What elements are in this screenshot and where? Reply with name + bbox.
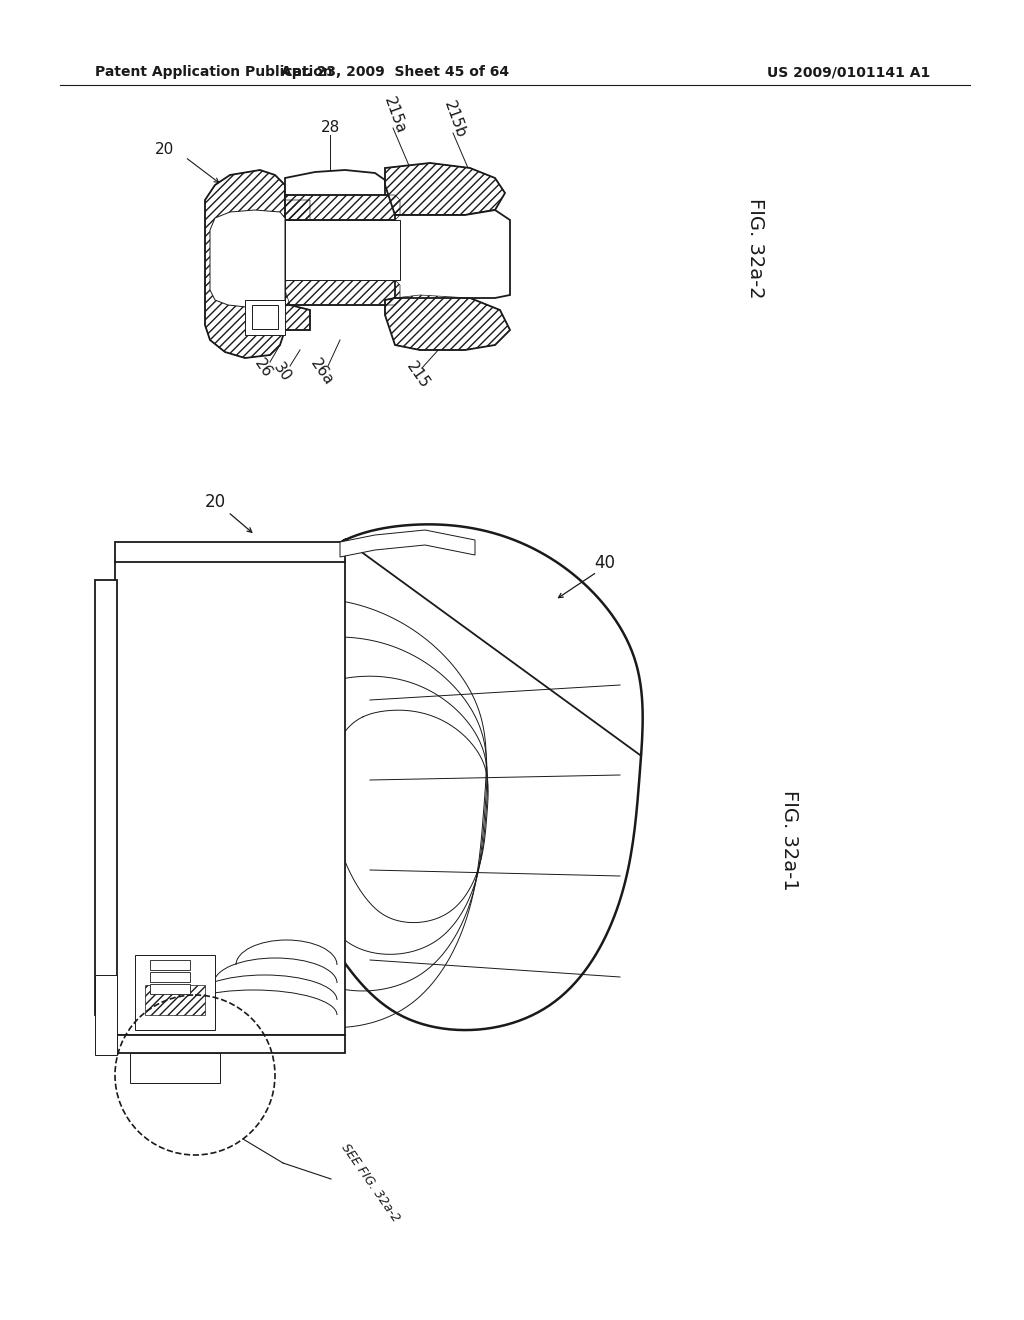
Polygon shape [395, 210, 510, 298]
Text: SEE FIG. 32a-2: SEE FIG. 32a-2 [339, 1142, 402, 1225]
Bar [115, 1035, 345, 1053]
Bar [285, 220, 400, 280]
Polygon shape [285, 195, 400, 220]
Bar [135, 954, 215, 1030]
Text: 28: 28 [321, 120, 340, 136]
Polygon shape [245, 300, 285, 335]
Text: Patent Application Publication: Patent Application Publication [95, 65, 333, 79]
Text: 30: 30 [270, 360, 294, 384]
Text: FIG. 32a-1: FIG. 32a-1 [780, 789, 800, 890]
Polygon shape [285, 280, 400, 305]
Bar [150, 960, 190, 970]
Polygon shape [205, 170, 310, 358]
Bar [115, 560, 345, 1035]
Text: 20: 20 [205, 492, 225, 511]
Text: 20: 20 [156, 143, 175, 157]
Bar [252, 305, 278, 329]
Polygon shape [340, 531, 475, 557]
Text: 215a: 215a [381, 95, 409, 136]
Text: 26: 26 [251, 356, 274, 380]
Bar [130, 1053, 220, 1082]
Text: FIG. 32a-2: FIG. 32a-2 [745, 198, 765, 298]
Bar [95, 975, 117, 1055]
Bar [95, 579, 117, 1015]
Text: Apr. 23, 2009  Sheet 45 of 64: Apr. 23, 2009 Sheet 45 of 64 [281, 65, 509, 79]
Bar [150, 983, 190, 994]
Text: US 2009/0101141 A1: US 2009/0101141 A1 [767, 65, 930, 79]
Bar [115, 543, 345, 562]
Text: 215b: 215b [441, 99, 469, 141]
Bar [145, 985, 205, 1015]
Polygon shape [210, 210, 285, 308]
Polygon shape [285, 170, 385, 203]
Polygon shape [385, 294, 510, 350]
Bar [150, 972, 190, 982]
Text: 26a: 26a [307, 356, 337, 388]
Text: 215: 215 [403, 359, 432, 391]
Polygon shape [385, 162, 505, 215]
Text: 40: 40 [595, 554, 615, 572]
